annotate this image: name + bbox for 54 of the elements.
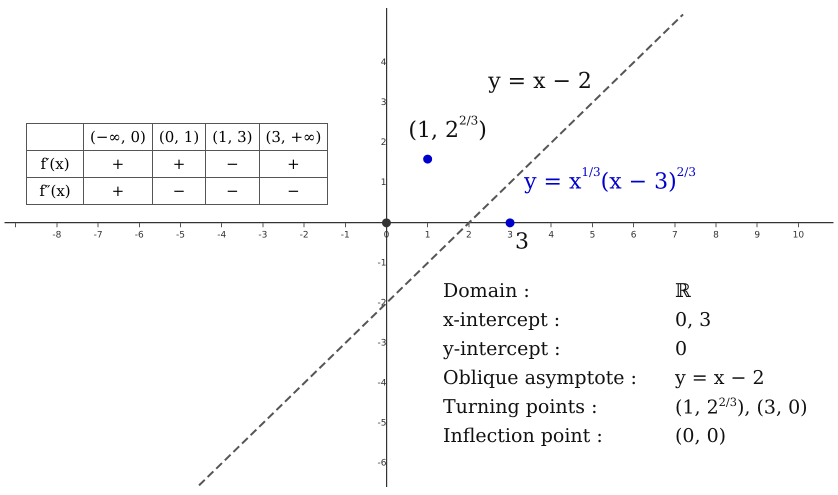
y-tick-label: -1 [377, 258, 386, 268]
y-tick-label: -6 [377, 458, 387, 469]
annotation: − [152, 178, 206, 204]
y-tick-label: 3 [380, 98, 386, 108]
x-tick-label: 8 [713, 230, 720, 241]
x-tick-label: 3 [507, 230, 513, 241]
annotation: (0, 1) [152, 124, 206, 150]
x-tick-label: -4 [217, 230, 226, 241]
annotation: − [259, 178, 328, 204]
x-tick-label: 2 [466, 230, 472, 241]
x-tick-label: 5 [590, 230, 596, 241]
x-tick-label: 7 [672, 230, 678, 241]
x-tick-label: -5 [176, 230, 185, 241]
annotation: ℝ [675, 280, 691, 302]
x-tick-label: -8 [52, 230, 62, 241]
x-tick-label: -2 [300, 230, 309, 241]
y-tick-label: -4 [377, 378, 387, 389]
x-tick-label: -1 [340, 230, 350, 241]
x-tick-label: 10 [792, 230, 804, 241]
annotation: x-intercept : [443, 308, 562, 330]
x-tick-label: 9 [754, 230, 760, 241]
annotation: (1, 3) [206, 124, 260, 150]
annotation: Domain : [443, 280, 531, 302]
annotation: f″(x) [26, 178, 84, 204]
x-tick-label: -7 [94, 230, 103, 241]
annotation: (−∞, 0) [84, 124, 152, 150]
annotation: Turning points : [443, 396, 598, 418]
x-tick-label: -6 [134, 230, 144, 241]
annotation: + [84, 178, 152, 204]
y-tick-label: -5 [377, 418, 386, 429]
y-tick-label: 1 [380, 178, 386, 188]
y-tick-label: 2 [380, 138, 386, 148]
x-tick-label: 1 [424, 230, 431, 241]
annotation: (3, +∞) [259, 124, 328, 150]
x-tick-label: 6 [630, 230, 637, 241]
y-tick-label: 4 [380, 58, 387, 68]
annotation: Oblique asymptote : [443, 366, 638, 388]
annotation: + [152, 150, 206, 178]
annotation: + [84, 150, 152, 178]
annotation: f′(x) [26, 150, 84, 178]
x-tick-label: 4 [548, 230, 554, 241]
y-tick-label: -3 [377, 338, 386, 348]
series-label: y = x − 2 [487, 69, 592, 94]
annotation: 0 [675, 338, 688, 360]
x-tick-label: -3 [258, 230, 268, 241]
annotation: (0, 0) [675, 424, 726, 446]
annotation: y-intercept : [443, 338, 562, 360]
annotation: 0, 3 [675, 308, 712, 330]
annotation: Inflection point : [443, 424, 604, 446]
annotation: + [259, 150, 328, 178]
annotation: − [206, 178, 260, 204]
annotation: (1, 2$^{2/3}$), (3, 0) [675, 394, 808, 418]
annotation: − [206, 150, 260, 178]
annotation: y = x − 2 [675, 366, 765, 388]
